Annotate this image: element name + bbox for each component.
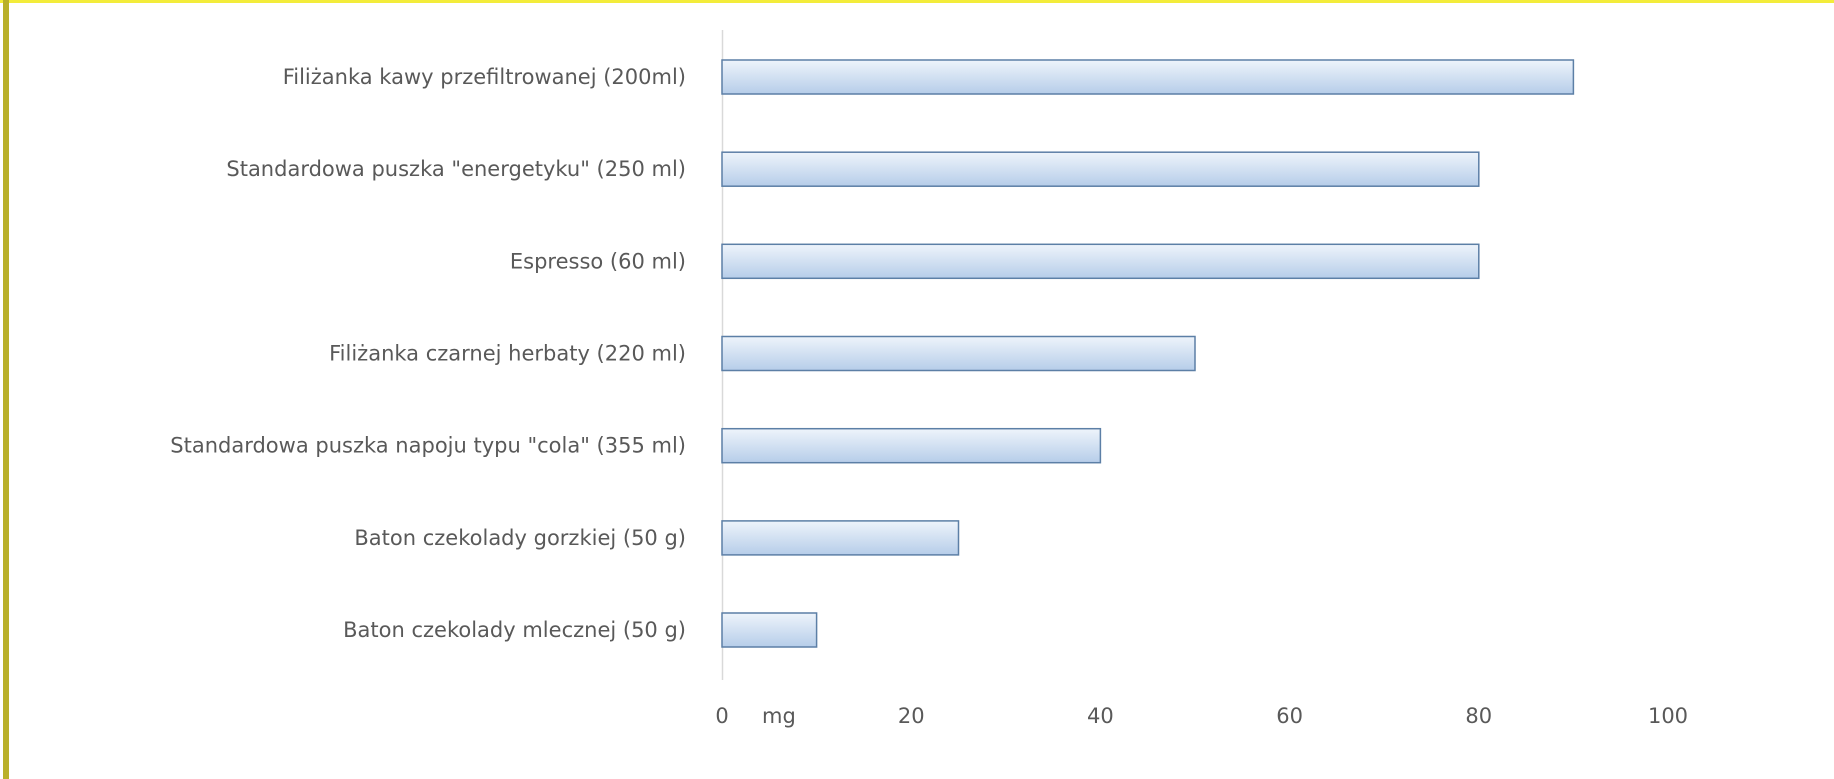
category-labels-group: Filiżanka kawy przefiltrowanej (200ml) St… (170, 65, 686, 642)
x-tick-label-5: 100 (1648, 704, 1688, 728)
category-label-5: Baton czekolady gorzkiej (50 g) (354, 526, 686, 550)
bar-3 (721, 335, 1196, 372)
category-label-0: Filiżanka kawy przefiltrowanej (200ml) (283, 65, 686, 89)
bar-5 (721, 520, 960, 556)
x-tick-label-1: 20 (898, 704, 925, 728)
unit-label: mg (762, 704, 796, 728)
x-tick-label-3: 60 (1276, 704, 1303, 728)
bar-1 (721, 151, 1480, 187)
tick-labels-group: 0 20 40 60 80 100 (715, 704, 1688, 728)
category-label-1: Standardowa puszka "energetyku" (250 ml) (226, 157, 686, 181)
category-label-2: Espresso (60 ml) (510, 249, 686, 273)
category-label-4: Standardowa puszka napoju typu "cola" (3… (170, 434, 686, 458)
bar-2 (721, 243, 1480, 280)
bar-6 (721, 612, 818, 648)
bar-4 (721, 427, 1102, 464)
bar-0 (721, 59, 1575, 95)
category-label-6: Baton czekolady mlecznej (50 g) (343, 618, 686, 642)
x-tick-label-4: 80 (1465, 704, 1492, 728)
x-tick-label-2: 40 (1087, 704, 1114, 728)
category-label-3: Filiżanka czarnej herbaty (220 ml) (329, 342, 686, 366)
bars-group (721, 59, 1575, 648)
x-tick-label-0: 0 (715, 704, 728, 728)
